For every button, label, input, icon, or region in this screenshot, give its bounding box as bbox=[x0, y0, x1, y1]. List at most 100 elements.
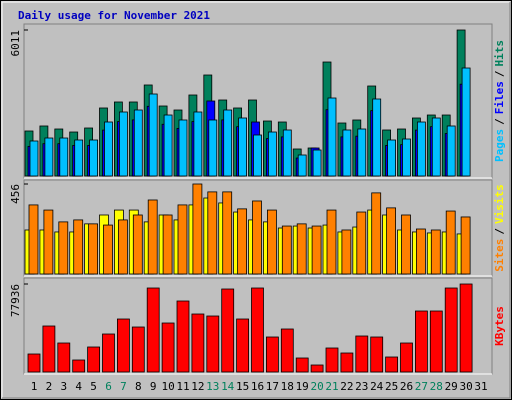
bar bbox=[73, 219, 84, 275]
legend-entry: Sites bbox=[493, 239, 506, 272]
bar bbox=[371, 192, 382, 275]
bar bbox=[356, 211, 367, 275]
bar bbox=[146, 287, 160, 373]
bar bbox=[238, 117, 248, 177]
bar bbox=[222, 191, 233, 275]
bar bbox=[133, 109, 143, 177]
bar bbox=[206, 315, 220, 373]
legend-entry: Pages bbox=[493, 129, 506, 162]
bar bbox=[191, 313, 205, 373]
bar bbox=[280, 328, 294, 373]
x-tick-label: 20 bbox=[310, 380, 323, 393]
x-tick-label: 29 bbox=[445, 380, 458, 393]
bar bbox=[342, 129, 352, 177]
legend-entry: Files bbox=[493, 81, 506, 114]
bar bbox=[117, 318, 130, 373]
x-tick-label: 11 bbox=[176, 380, 189, 393]
bar bbox=[57, 342, 71, 373]
bar bbox=[460, 216, 471, 275]
x-tick-label: 5 bbox=[90, 380, 97, 393]
bar bbox=[192, 183, 203, 275]
x-tick-label: 12 bbox=[191, 380, 204, 393]
legend-separator: / bbox=[493, 70, 506, 77]
bar bbox=[251, 287, 264, 373]
x-tick-label: 25 bbox=[385, 380, 398, 393]
bar bbox=[29, 140, 39, 177]
bar bbox=[431, 117, 441, 177]
x-tick-label: 26 bbox=[400, 380, 413, 393]
bar bbox=[148, 93, 158, 177]
x-tick-label: 10 bbox=[161, 380, 174, 393]
bar bbox=[265, 336, 279, 373]
bar bbox=[414, 310, 428, 373]
x-tick-label: 21 bbox=[325, 380, 338, 393]
x-tick-label: 8 bbox=[135, 380, 142, 393]
x-tick-label: 18 bbox=[281, 380, 294, 393]
bar bbox=[176, 300, 190, 373]
x-tick-label: 28 bbox=[430, 380, 443, 393]
bar bbox=[74, 139, 84, 177]
bar bbox=[162, 214, 173, 275]
x-tick-label: 6 bbox=[105, 380, 112, 393]
x-tick-label: 23 bbox=[355, 380, 368, 393]
bar bbox=[357, 128, 367, 177]
bar bbox=[266, 209, 277, 275]
legend: Pages / Files / Hits bbox=[493, 40, 506, 162]
bar bbox=[311, 225, 322, 275]
bar bbox=[223, 109, 233, 177]
bar bbox=[282, 129, 292, 177]
bar bbox=[119, 111, 128, 177]
bar bbox=[297, 154, 307, 177]
x-tick-label: 7 bbox=[120, 380, 127, 393]
bar bbox=[177, 204, 188, 275]
bar bbox=[400, 342, 413, 373]
y-tick-label: 6011 bbox=[9, 30, 22, 57]
bar bbox=[446, 125, 456, 177]
x-tick-label: 4 bbox=[75, 380, 82, 393]
bar bbox=[295, 357, 309, 373]
bar bbox=[401, 214, 411, 275]
bar bbox=[253, 134, 262, 177]
legend-entry: KBytes bbox=[493, 306, 506, 346]
bar bbox=[131, 326, 145, 373]
x-tick-label: 15 bbox=[236, 380, 249, 393]
bar bbox=[58, 221, 69, 275]
bar bbox=[178, 119, 188, 177]
bar bbox=[296, 223, 307, 275]
bar bbox=[44, 137, 54, 177]
x-tick-label: 3 bbox=[60, 380, 67, 393]
bar bbox=[147, 199, 158, 275]
x-tick-label: 24 bbox=[370, 380, 384, 393]
bar bbox=[429, 310, 443, 373]
x-tick-label: 31 bbox=[474, 380, 487, 393]
bar bbox=[43, 209, 54, 275]
bar bbox=[341, 229, 352, 275]
legend-entry: Hits bbox=[493, 40, 506, 67]
chart-title: Daily usage for November 2021 bbox=[18, 9, 210, 22]
bar bbox=[445, 210, 456, 275]
bar bbox=[163, 114, 173, 177]
bar bbox=[221, 288, 235, 373]
bar bbox=[207, 191, 218, 275]
bar bbox=[310, 364, 324, 373]
bar bbox=[355, 335, 369, 373]
x-tick-label: 9 bbox=[150, 380, 157, 393]
x-tick-label: 17 bbox=[266, 380, 279, 393]
bar bbox=[312, 149, 322, 177]
bar bbox=[327, 97, 337, 177]
bar bbox=[430, 229, 441, 275]
bar bbox=[387, 139, 397, 177]
bar bbox=[281, 225, 292, 275]
bar bbox=[88, 223, 98, 275]
bar bbox=[132, 214, 143, 275]
x-tick-label: 19 bbox=[296, 380, 309, 393]
x-tick-label: 30 bbox=[459, 380, 472, 393]
x-tick-label: 22 bbox=[340, 380, 353, 393]
bar bbox=[236, 318, 250, 373]
bar bbox=[386, 207, 397, 275]
legend-entry: Visits bbox=[493, 184, 506, 224]
bar bbox=[104, 121, 113, 177]
x-tick-label: 13 bbox=[206, 380, 219, 393]
bar bbox=[444, 287, 458, 373]
